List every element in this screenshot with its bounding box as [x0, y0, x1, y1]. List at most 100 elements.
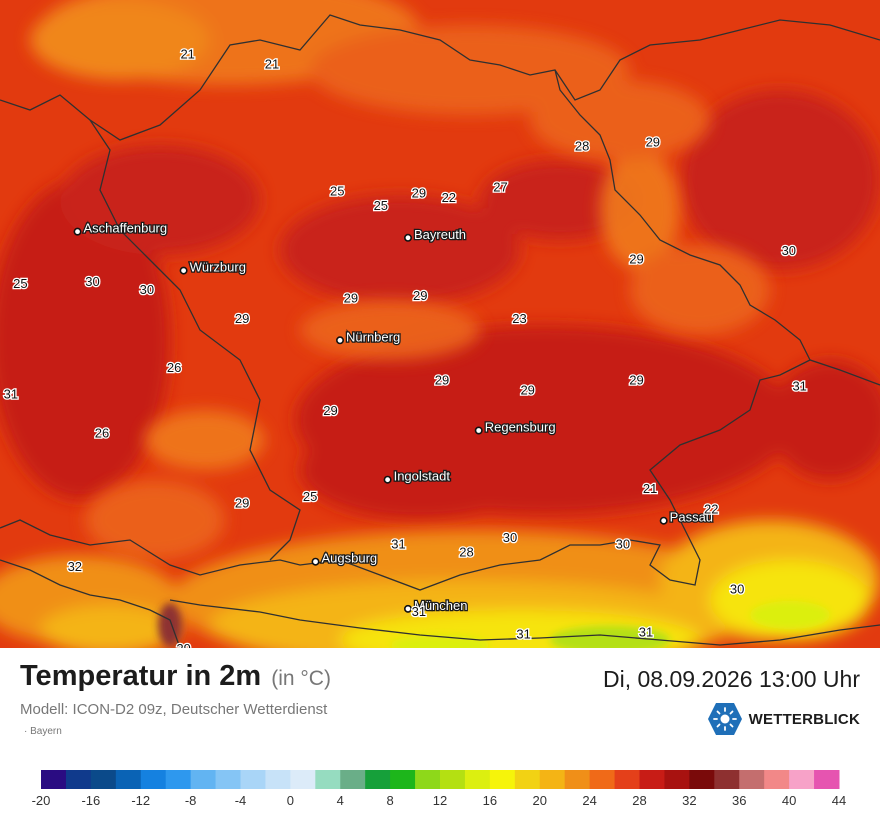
border-swiss: [0, 559, 181, 648]
temperature-label: 28: [575, 139, 589, 154]
model-info: Modell: ICON-D2 09z, Deutscher Wetterdie…: [20, 701, 328, 718]
city-label: Aschaffenburg: [84, 221, 168, 236]
city-label: Würzburg: [190, 260, 246, 275]
city-marker[interactable]: Würzburg: [179, 258, 247, 276]
cities-layer: Aschaffenburg Würzburg Bayreuth Nürnberg Reg…: [73, 219, 714, 614]
city-label: Nürnberg: [346, 329, 400, 344]
color-scale-label: 8: [387, 793, 394, 808]
temperature-label: 29: [435, 372, 449, 387]
city-marker[interactable]: Regensburg: [474, 418, 557, 436]
color-scale-swatch: [315, 770, 341, 789]
color-scale-swatch: [115, 770, 142, 789]
color-scale-label: 32: [682, 793, 696, 808]
color-scale-swatch: [190, 770, 217, 789]
city-marker[interactable]: Aschaffenburg: [73, 219, 168, 237]
temperature-label: 30: [616, 536, 630, 551]
temperature-label: 30: [140, 282, 154, 297]
temperature-label: 30: [503, 530, 517, 545]
border-alps-south: [169, 599, 880, 646]
temperature-label: 29: [176, 641, 190, 648]
city-dot: [659, 516, 668, 525]
color-scale-swatch: [440, 770, 466, 789]
color-scale-swatch: [165, 770, 192, 789]
temperature-label: 31: [391, 536, 405, 551]
temperature-label: 31: [792, 378, 806, 393]
temperature-label: 21: [180, 46, 194, 61]
temperature-label: 21: [643, 481, 657, 496]
brand-logo[interactable]: WETTERBLICK: [707, 702, 860, 736]
city-label: Bayreuth: [414, 227, 466, 242]
temperature-label: 27: [493, 180, 507, 195]
city-label: Ingolstadt: [394, 469, 451, 484]
color-scale-swatch: [689, 770, 715, 789]
color-scale-swatch: [140, 770, 167, 789]
color-scale-swatch: [639, 770, 665, 789]
temperature-label: 26: [167, 360, 181, 375]
color-scale-label: 20: [533, 793, 547, 808]
temperature-label: 29: [629, 251, 643, 266]
color-scale-swatch: [290, 770, 316, 789]
brand-name: WETTERBLICK: [748, 710, 860, 728]
temperature-label: 25: [13, 276, 27, 291]
temperature-label: 26: [95, 426, 109, 441]
city-label: Passau: [670, 510, 713, 525]
color-scale-swatch: [814, 770, 840, 789]
temperature-map[interactable]: Aschaffenburg Würzburg Bayreuth Nürnberg Reg…: [0, 0, 880, 648]
region-label: · Bayern: [24, 726, 62, 737]
temperature-label: 32: [68, 559, 82, 574]
city-dot: [73, 227, 82, 236]
city-marker[interactable]: Nürnberg: [335, 328, 402, 346]
color-scale-swatch: [90, 770, 117, 789]
color-scale-swatch: [65, 770, 92, 789]
color-scale-swatch: [415, 770, 441, 789]
temperature-label: 31: [4, 387, 18, 402]
border-czech: [554, 69, 811, 361]
city-dot: [335, 336, 344, 345]
color-scale-swatch: [664, 770, 690, 789]
temperature-label: 22: [442, 190, 456, 205]
borders: [0, 14, 880, 648]
city-dot: [474, 426, 483, 435]
color-scale-label: -20: [32, 793, 51, 808]
color-scale-swatch: [564, 770, 591, 789]
color-scale: -20 -16 -12 -8 -4 0 4 8 12 16 20 24 28 32 36 40 44: [0, 768, 880, 828]
temperature-label: 31: [412, 604, 426, 619]
city-label: Regensburg: [485, 420, 556, 435]
city-marker[interactable]: Passau: [659, 508, 714, 526]
color-scale-label: 40: [782, 793, 796, 808]
color-scale-label: 44: [832, 793, 846, 808]
color-scale-swatch: [589, 770, 616, 789]
map-title-unit: (in °C): [271, 667, 331, 690]
city-marker[interactable]: Bayreuth: [403, 226, 467, 243]
city-dot: [179, 266, 188, 275]
temperature-label: 25: [303, 489, 317, 504]
color-scale-label: -16: [81, 793, 100, 808]
footer: Temperatur in 2m (in °C) Di, 08.09.2026 1…: [0, 648, 880, 830]
city-dot: [311, 557, 320, 566]
color-scale-label: 24: [582, 793, 596, 808]
temperature-label: 29: [629, 372, 643, 387]
color-scale-swatch: [365, 770, 391, 789]
color-scale-swatch: [390, 770, 416, 789]
temperature-label: 29: [235, 311, 249, 326]
city-label: Augsburg: [322, 551, 378, 566]
city-dot: [383, 475, 392, 484]
city-marker[interactable]: München: [403, 597, 469, 614]
color-scale-label: 36: [732, 793, 746, 808]
temperature-label: 29: [136, 647, 150, 648]
color-scale-label: 4: [337, 793, 344, 808]
city-marker[interactable]: Ingolstadt: [383, 467, 452, 485]
temperature-label: 29: [344, 290, 358, 305]
temperature-label: 28: [459, 544, 473, 559]
color-scale-swatch: [215, 770, 241, 789]
temperature-label: 29: [323, 403, 337, 418]
city-marker[interactable]: Augsburg: [311, 549, 378, 567]
color-scale-label: 12: [433, 793, 447, 808]
color-scale-label: 16: [483, 793, 497, 808]
temperature-label: 29: [413, 288, 427, 303]
color-scale-swatch: [614, 770, 640, 789]
color-scale-label: -8: [185, 793, 197, 808]
color-scale-swatch: [514, 770, 541, 789]
color-scale-label: 28: [632, 793, 646, 808]
map-title: Temperatur in 2m (in °C): [20, 660, 331, 693]
